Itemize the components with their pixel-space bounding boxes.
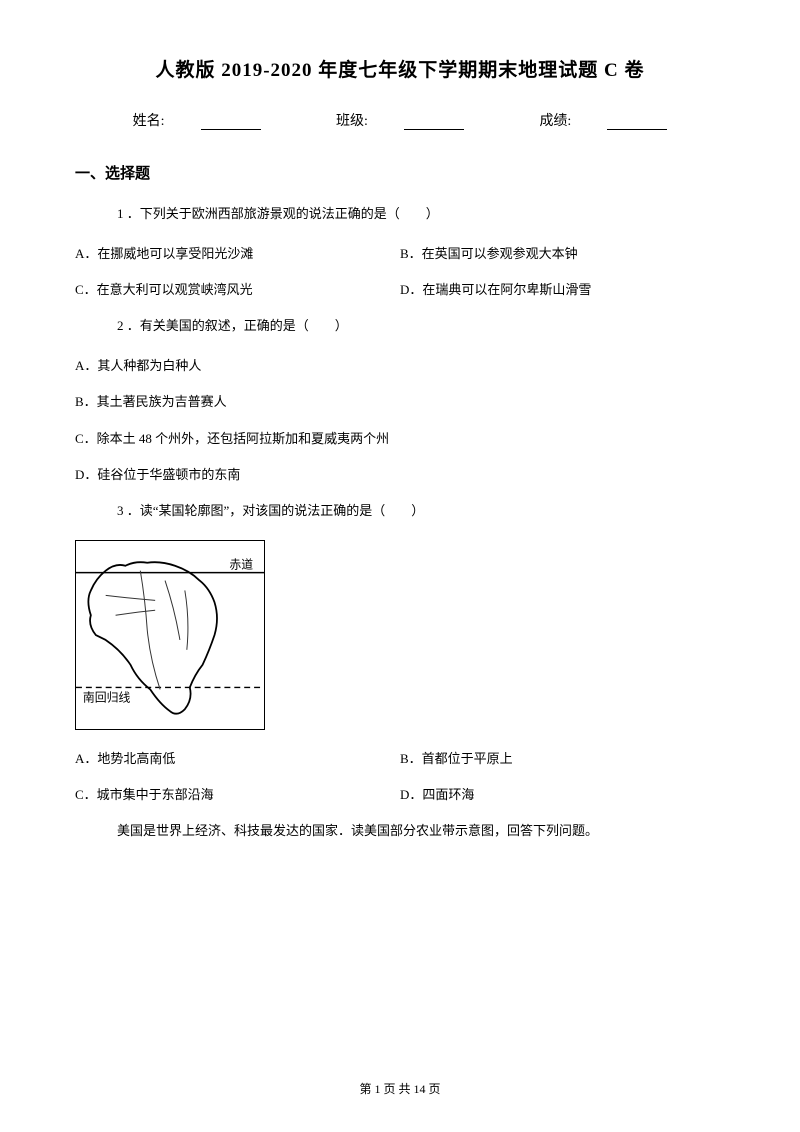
question-1-options-ab: A．在挪威地可以享受阳光沙滩 B．在英国可以参观参观大本钟 bbox=[75, 243, 725, 265]
equator-label: 赤道 bbox=[229, 558, 253, 572]
question-1-text: 1 ．下列关于欧洲西部旅游景观的说法正确的是（ ） bbox=[117, 203, 725, 225]
river-4 bbox=[165, 580, 180, 639]
q1-option-a: A．在挪威地可以享受阳光沙滩 bbox=[75, 243, 400, 265]
question-3-options-ab: A．地势北高南低 B．首都位于平原上 bbox=[75, 748, 725, 770]
river-5 bbox=[185, 590, 188, 649]
question-3-options-cd: C．城市集中于东部沿海 D．四面环海 bbox=[75, 784, 725, 806]
q2-option-b: B．其土著民族为吉普赛人 bbox=[75, 391, 725, 413]
student-info-row: 姓名: 班级: 成绩: bbox=[75, 110, 725, 130]
section-heading: 一、选择题 bbox=[75, 162, 725, 183]
river-2 bbox=[106, 595, 155, 600]
map-svg: 赤道 南回归线 bbox=[76, 541, 264, 729]
exam-title: 人教版 2019-2020 年度七年级下学期期末地理试题 C 卷 bbox=[75, 55, 725, 82]
q2-option-d: D．硅谷位于华盛顿市的东南 bbox=[75, 464, 725, 486]
question-1-options-cd: C．在意大利可以观赏峡湾风光 D．在瑞典可以在阿尔卑斯山滑雪 bbox=[75, 279, 725, 301]
name-field: 姓名: bbox=[115, 114, 279, 129]
q1-option-c: C．在意大利可以观赏峡湾风光 bbox=[75, 279, 400, 301]
q1-option-d: D．在瑞典可以在阿尔卑斯山滑雪 bbox=[400, 279, 725, 301]
question-3-text: 3 ．读“某国轮廓图”，对该国的说法正确的是（ ） bbox=[117, 500, 725, 522]
class-field: 班级: bbox=[318, 114, 482, 129]
q1-option-b: B．在英国可以参观参观大本钟 bbox=[400, 243, 725, 265]
q2-option-a: A．其人种都为白种人 bbox=[75, 355, 725, 377]
tropic-label: 南回归线 bbox=[83, 690, 131, 704]
river-1 bbox=[140, 571, 160, 690]
q3-option-a: A．地势北高南低 bbox=[75, 748, 400, 770]
score-field: 成绩: bbox=[521, 114, 685, 129]
country-outline-map: 赤道 南回归线 bbox=[75, 540, 265, 730]
page-footer: 第 1 页 共 14 页 bbox=[0, 1080, 800, 1097]
question-2-text: 2 ．有关美国的叙述，正确的是（ ） bbox=[117, 315, 725, 337]
q3-option-d: D．四面环海 bbox=[400, 784, 725, 806]
q2-option-c: C．除本土 48 个州外，还包括阿拉斯加和夏威夷两个州 bbox=[75, 428, 725, 450]
q3-option-c: C．城市集中于东部沿海 bbox=[75, 784, 400, 806]
river-3 bbox=[116, 610, 156, 615]
question-4-intro: 美国是世界上经济、科技最发达的国家．读美国部分农业带示意图，回答下列问题。 bbox=[117, 820, 725, 842]
q3-option-b: B．首都位于平原上 bbox=[400, 748, 725, 770]
